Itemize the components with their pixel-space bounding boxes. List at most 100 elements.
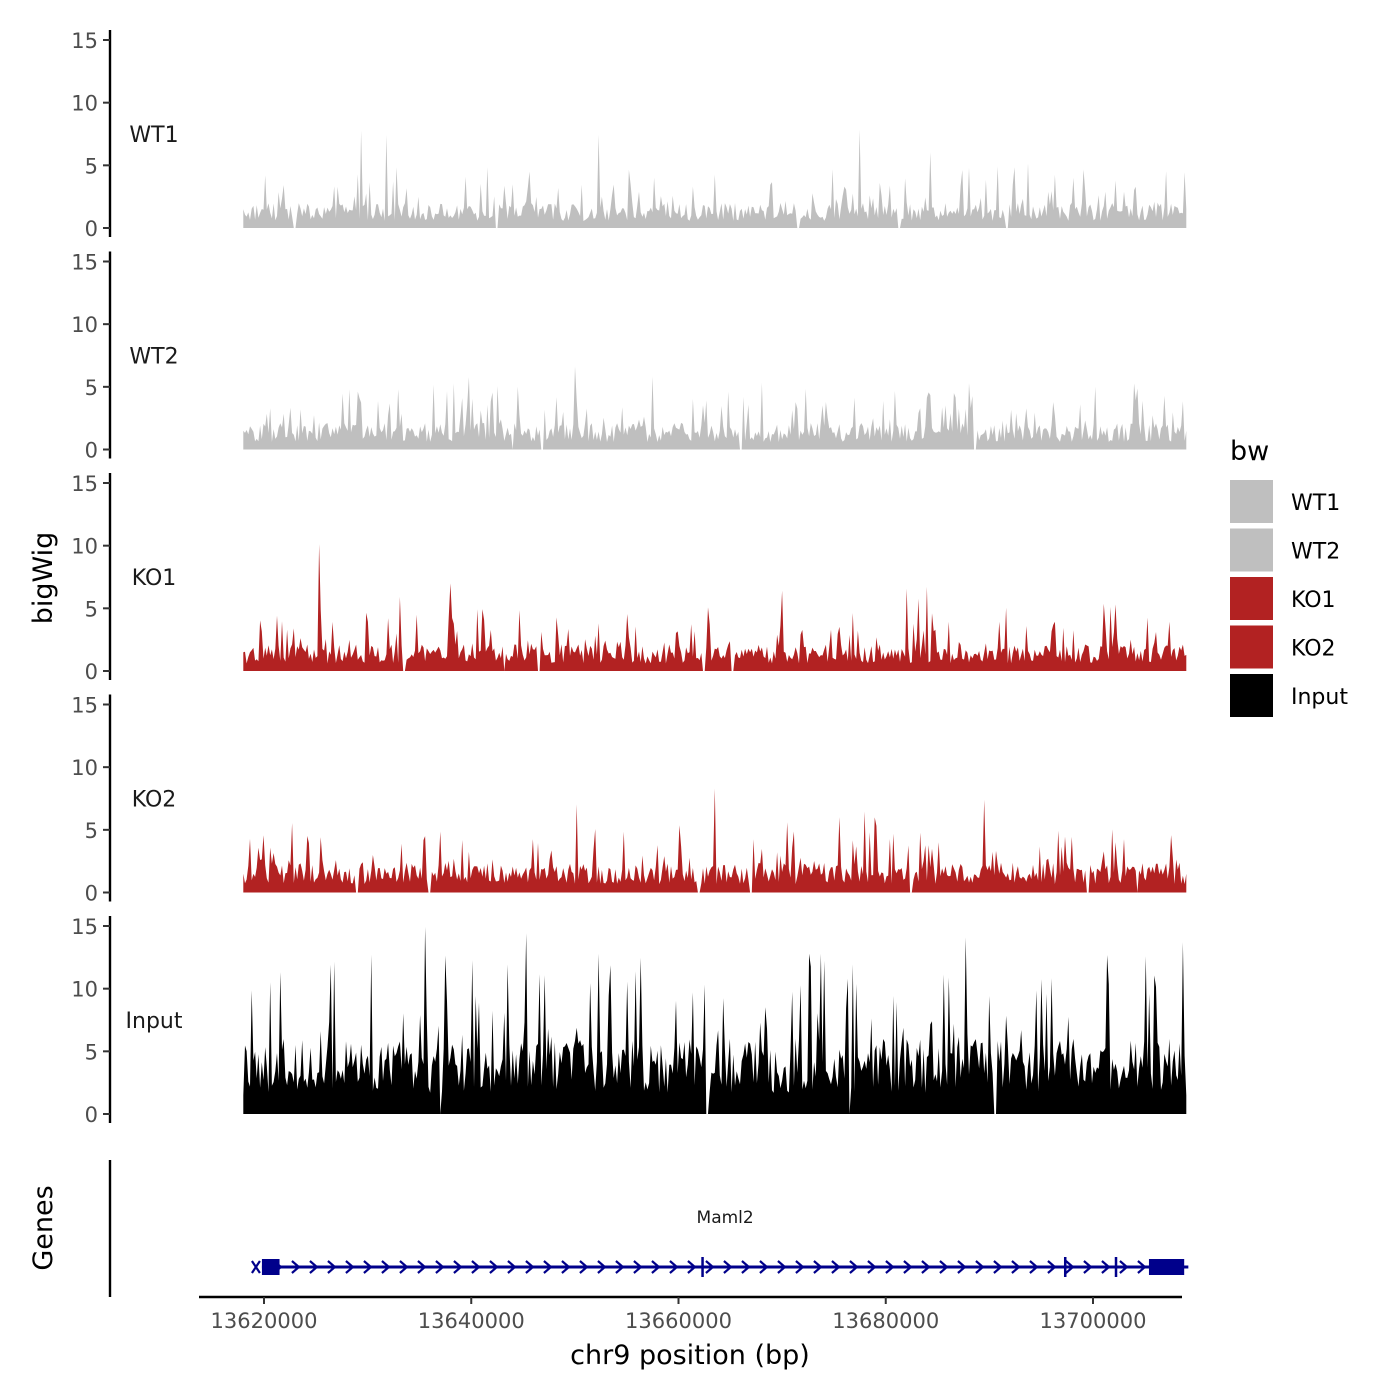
strand-arrow [921, 1260, 931, 1274]
strand-arrow [759, 1260, 769, 1274]
track-ko2: 0 5 10 15 KO2 [71, 694, 1187, 906]
strand-arrow [633, 1260, 643, 1274]
signal-tracks: 0 5 10 15 WT1 0 5 10 15 WT2 0 5 10 15 KO1 0 5 10 15 KO2 0 5 10… [71, 29, 1187, 1127]
signal-area-wt2 [243, 366, 1187, 450]
strand-arrow [345, 1260, 355, 1274]
y-tick-label: 10 [71, 92, 98, 116]
track-wt2: 0 5 10 15 WT2 [71, 251, 1187, 463]
strand-arrow [1137, 1260, 1147, 1274]
y-tick-label: 15 [71, 915, 98, 939]
y-tick-label: 0 [85, 882, 98, 906]
strand-arrow [651, 1260, 661, 1274]
gene-exon [701, 1257, 704, 1277]
y-tick-label: 5 [85, 1040, 98, 1064]
y-tick-label: 0 [85, 439, 98, 463]
strand-arrow [795, 1260, 805, 1274]
strand-arrow [561, 1260, 571, 1274]
y-tick-label: 10 [71, 535, 98, 559]
genes-panel: Maml2 [108, 1160, 1189, 1297]
x-tick-label: 13660000 [625, 1309, 732, 1333]
strand-arrow [507, 1260, 517, 1274]
strand-arrow [1065, 1260, 1075, 1274]
y-tick-label: 15 [71, 694, 98, 718]
strand-arrow [687, 1260, 697, 1274]
strand-arrow [975, 1260, 985, 1274]
strand-arrow [543, 1260, 553, 1274]
legend-label-wt2: WT2 [1291, 540, 1340, 565]
strand-arrow [417, 1260, 427, 1274]
gene-start-marker [251, 1260, 261, 1274]
y-tick-label: 15 [71, 251, 98, 275]
legend-swatch-ko2 [1230, 625, 1273, 669]
legend-swatch-wt1 [1230, 480, 1273, 523]
gene-exon [261, 1259, 280, 1275]
legend-swatch-input [1230, 674, 1273, 717]
y-tick-label: 15 [71, 29, 98, 53]
y-tick-label: 10 [71, 978, 98, 1002]
gene-exon [1114, 1257, 1118, 1277]
strand-arrow [309, 1260, 319, 1274]
strand-arrow [1047, 1260, 1057, 1274]
legend-label-ko1: KO1 [1291, 588, 1336, 613]
strand-arrow [1119, 1260, 1129, 1274]
y-tick-label: 5 [85, 154, 98, 178]
strand-arrow [453, 1260, 463, 1274]
signal-area-input [243, 926, 1187, 1114]
x-tick-label: 13680000 [832, 1309, 939, 1333]
legend-swatch-wt2 [1230, 528, 1273, 572]
strand-arrow [525, 1260, 535, 1274]
y-axis-title: bigWig [28, 532, 59, 625]
y-tick-label: 0 [85, 217, 98, 241]
strand-arrow [669, 1260, 679, 1274]
legend-swatch-ko1 [1230, 577, 1273, 620]
legend-label-ko2: KO2 [1291, 637, 1336, 662]
strand-arrow [363, 1260, 373, 1274]
y-tick-label: 5 [85, 819, 98, 843]
gene-name-label: Maml2 [697, 1208, 754, 1228]
strand-arrow [615, 1260, 625, 1274]
strand-arrow [291, 1260, 301, 1274]
track-label: KO1 [132, 566, 177, 591]
strand-arrow [1101, 1260, 1111, 1274]
legend: bw WT1 WT2 KO1 KO2 Input [1230, 436, 1348, 717]
track-label: WT2 [129, 345, 178, 370]
x-axis: 13620000 13640000 13660000 13680000 13700000 [199, 1295, 1182, 1333]
genes-axis-title: Genes [28, 1185, 59, 1270]
track-input: 0 5 10 15 Input [71, 915, 1187, 1127]
strand-arrow [597, 1260, 607, 1274]
strand-arrow [993, 1260, 1003, 1274]
strand-arrow [885, 1260, 895, 1274]
strand-arrow [867, 1260, 877, 1274]
signal-area-ko2 [243, 788, 1187, 893]
strand-arrow [705, 1260, 715, 1274]
legend-label-wt1: WT1 [1291, 491, 1340, 516]
strand-arrow [1029, 1260, 1039, 1274]
x-axis-title: chr9 position (bp) [570, 1340, 810, 1371]
strand-arrow [327, 1260, 337, 1274]
strand-arrow [903, 1260, 913, 1274]
signal-area-ko1 [243, 544, 1187, 671]
track-label: Input [126, 1009, 183, 1034]
strand-arrow [1011, 1260, 1021, 1274]
x-tick-label: 13640000 [418, 1309, 525, 1333]
y-tick-label: 5 [85, 597, 98, 621]
strand-arrow [435, 1260, 445, 1274]
strand-arrow [849, 1260, 859, 1274]
y-tick-label: 15 [71, 472, 98, 496]
strand-arrow [723, 1260, 733, 1274]
strand-arrow [777, 1260, 787, 1274]
legend-label-input: Input [1291, 685, 1348, 710]
strand-arrow [741, 1260, 751, 1274]
strand-arrow [939, 1260, 949, 1274]
track-ko1: 0 5 10 15 KO1 [71, 472, 1187, 684]
strand-arrow [831, 1260, 841, 1274]
gene-exon [1148, 1259, 1185, 1275]
strand-arrow [813, 1260, 823, 1274]
track-label: WT1 [129, 123, 178, 148]
strand-arrow [1083, 1260, 1093, 1274]
x-tick-label: 13620000 [211, 1309, 318, 1333]
y-tick-label: 0 [85, 1103, 98, 1127]
strand-arrow [381, 1260, 391, 1274]
strand-arrow [399, 1260, 409, 1274]
strand-arrow [579, 1260, 589, 1274]
